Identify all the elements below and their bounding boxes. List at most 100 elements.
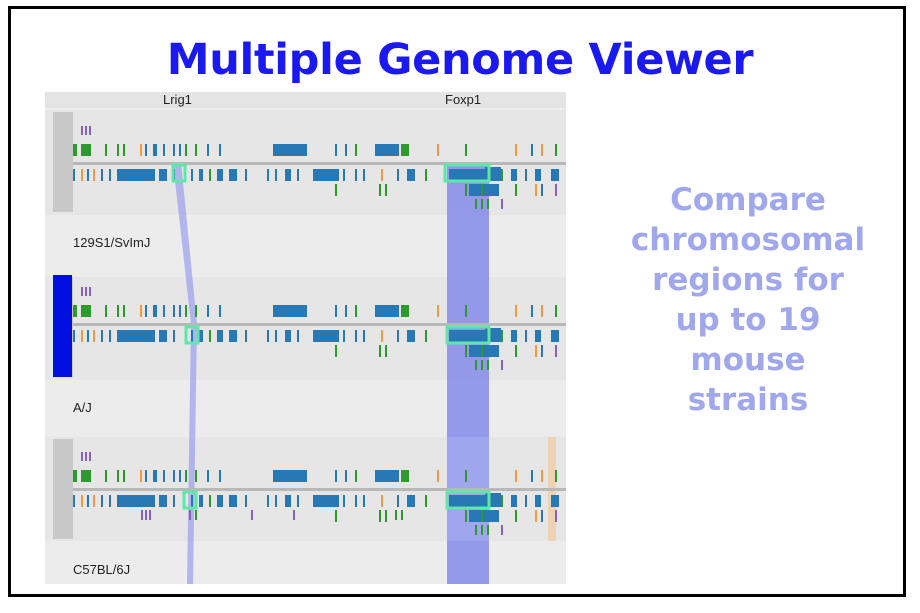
feature-above <box>153 470 157 482</box>
feature-below <box>285 330 291 342</box>
feature-above <box>73 470 77 482</box>
feature-above <box>105 144 107 156</box>
feature-below <box>101 169 103 181</box>
feature-above <box>355 470 357 482</box>
feature-above <box>375 144 399 156</box>
lrig1-highlight-1[interactable] <box>171 163 187 183</box>
feature-above <box>273 305 307 317</box>
foxp1-feature-2 <box>469 345 499 357</box>
feature-below <box>511 330 517 342</box>
feature-below <box>297 495 299 507</box>
feature-below <box>173 330 175 342</box>
feature-above <box>541 470 543 482</box>
feature-lower <box>535 510 537 522</box>
feature-below <box>245 169 247 181</box>
feature-lower <box>535 184 537 196</box>
feature-above <box>555 144 557 156</box>
feature-below <box>109 495 111 507</box>
feature-below <box>501 495 503 507</box>
feature-lower <box>491 510 493 522</box>
feature-above <box>81 305 91 317</box>
foxp1-highlight-2[interactable] <box>445 325 491 345</box>
feature-below <box>285 495 291 507</box>
feature-below <box>525 495 527 507</box>
feature-below <box>87 330 89 342</box>
feature-above <box>345 305 347 317</box>
feature-lower <box>535 345 537 357</box>
feature-lowest <box>501 199 503 209</box>
side-line-4: up to 19 <box>675 302 821 338</box>
feature-above <box>179 470 181 482</box>
foxp1-highlight-1[interactable] <box>443 163 491 183</box>
feature-below <box>355 495 357 507</box>
panel-handle-3[interactable] <box>53 439 73 539</box>
foxp1-feature-2 <box>469 510 499 522</box>
feature-lowest <box>475 525 477 535</box>
feature-above <box>105 470 107 482</box>
feature-below <box>117 495 155 507</box>
feature-above <box>345 144 347 156</box>
feature-below <box>381 495 383 507</box>
feature-lower <box>335 184 337 196</box>
side-line-2: chromosomal <box>630 222 866 258</box>
feature-above <box>140 470 142 482</box>
feature-below <box>199 330 203 342</box>
feature-above <box>555 470 557 482</box>
feature-below <box>87 169 89 181</box>
feature-below <box>485 328 501 342</box>
feature-above <box>219 144 221 156</box>
feature-purple <box>81 126 83 135</box>
selected-strain-marker[interactable] <box>53 275 72 377</box>
feature-lower-extra <box>395 510 397 520</box>
feature-below <box>101 330 103 342</box>
feature-below <box>81 495 83 507</box>
genome-viewer-canvas[interactable]: Lrig1 Foxp1 129S1/SvImJ <box>45 92 566 584</box>
feature-above <box>335 470 337 482</box>
foxp1-feature <box>449 495 487 507</box>
feature-lower-extra <box>401 510 403 520</box>
foxp1-highlight-3[interactable] <box>445 490 491 510</box>
feature-below <box>313 169 339 181</box>
genome-viewer[interactable]: Lrig1 Foxp1 129S1/SvImJ <box>45 92 566 584</box>
feature-below <box>363 330 365 342</box>
strain-label-1[interactable]: 129S1/SvImJ <box>73 235 150 250</box>
feature-above <box>81 144 91 156</box>
gene-label-foxp1[interactable]: Foxp1 <box>445 92 481 107</box>
lrig1-highlight-2[interactable] <box>184 325 200 345</box>
feature-below <box>485 493 501 507</box>
slide-title: Multiple Genome Viewer <box>166 35 754 85</box>
feature-above <box>437 470 439 482</box>
feature-below <box>267 169 269 181</box>
gene-label-lrig1[interactable]: Lrig1 <box>163 92 192 107</box>
feature-above <box>207 470 209 482</box>
feature-below <box>511 495 517 507</box>
feature-below <box>525 169 527 181</box>
feature-lower <box>541 184 543 196</box>
feature-purple <box>89 452 91 461</box>
feature-below <box>285 169 291 181</box>
feature-below <box>407 495 415 507</box>
feature-purple <box>85 452 87 461</box>
feature-above <box>73 305 77 317</box>
feature-above <box>541 305 543 317</box>
feature-below <box>159 330 167 342</box>
feature-below <box>73 495 75 507</box>
feature-lowest <box>487 199 489 209</box>
feature-below <box>199 495 203 507</box>
strain-label-2[interactable]: A/J <box>73 400 92 415</box>
feature-lower <box>491 184 493 196</box>
feature-above <box>117 305 119 317</box>
feature-below <box>275 169 277 181</box>
feature-above <box>173 305 175 317</box>
lrig1-highlight-3[interactable] <box>182 490 198 510</box>
feature-above <box>219 305 221 317</box>
strain-label-3[interactable]: C57BL/6J <box>73 562 130 577</box>
feature-above <box>145 144 147 156</box>
feature-above <box>515 144 517 156</box>
feature-below <box>275 495 277 507</box>
feature-above <box>355 305 357 317</box>
feature-below <box>93 495 95 507</box>
side-line-6: strains <box>687 382 809 418</box>
panel-handle-1[interactable] <box>53 112 73 212</box>
feature-below <box>551 495 559 507</box>
